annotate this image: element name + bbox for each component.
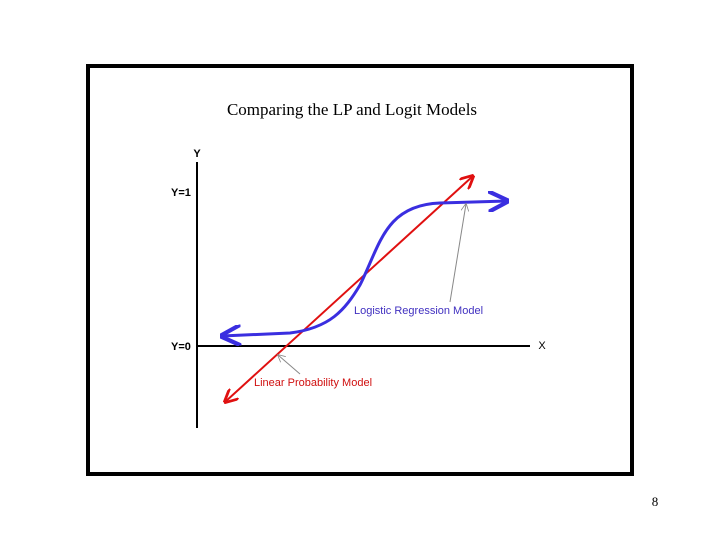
y-low-label: Y=0	[171, 341, 191, 353]
y-axis-label: Y	[193, 148, 201, 160]
logistic-curve	[222, 201, 507, 336]
title: Comparing the LP and Logit Models	[227, 100, 477, 119]
page-number: 8	[652, 494, 659, 509]
y-high-label: Y=1	[171, 187, 191, 199]
pointer	[278, 355, 301, 375]
curve-label: Linear Probability Model	[254, 377, 372, 389]
frame	[86, 64, 634, 476]
x-axis-label: X	[538, 340, 546, 352]
pointer	[449, 204, 466, 303]
curve-label: Logistic Regression Model	[354, 305, 483, 317]
